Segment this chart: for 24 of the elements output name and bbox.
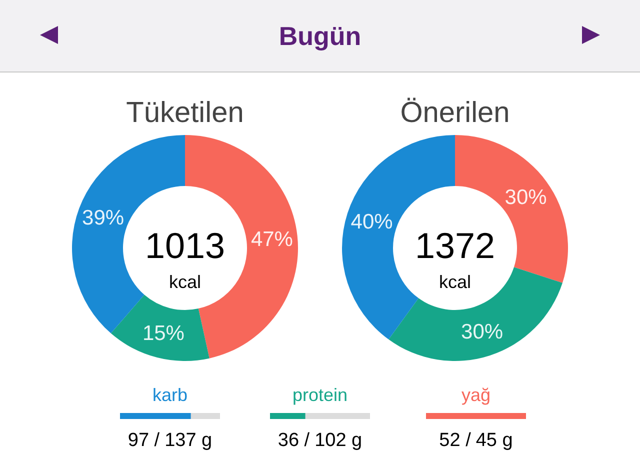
data-label: 30% — [461, 320, 504, 344]
text: kcal — [168, 272, 202, 292]
data-label: 45 g — [476, 430, 513, 451]
text: Bugün — [278, 21, 362, 51]
data-label: 47% — [250, 228, 293, 251]
data-label: 15% — [142, 322, 184, 346]
chart-title: Önerilen — [400, 97, 510, 129]
data-label: 137 g — [164, 430, 212, 451]
category-label: protein — [292, 385, 348, 405]
category-label: karb — [152, 385, 188, 405]
data-label: 102 g — [314, 430, 362, 451]
data-label: 97 / — [128, 430, 160, 451]
data-label: 52 / — [439, 430, 472, 451]
chart-title: Tüketilen — [126, 97, 244, 129]
data-label: 30% — [504, 186, 547, 209]
donut-slice — [110, 294, 210, 361]
category-label: yağ — [461, 385, 491, 405]
text: 1372 — [414, 225, 496, 266]
data-label: 36 / — [278, 430, 310, 451]
text: kcal — [438, 272, 472, 292]
data-label: 40% — [350, 210, 393, 234]
donut-slice — [388, 267, 562, 361]
text: 1013 — [144, 225, 226, 266]
data-label: 39% — [82, 206, 124, 230]
